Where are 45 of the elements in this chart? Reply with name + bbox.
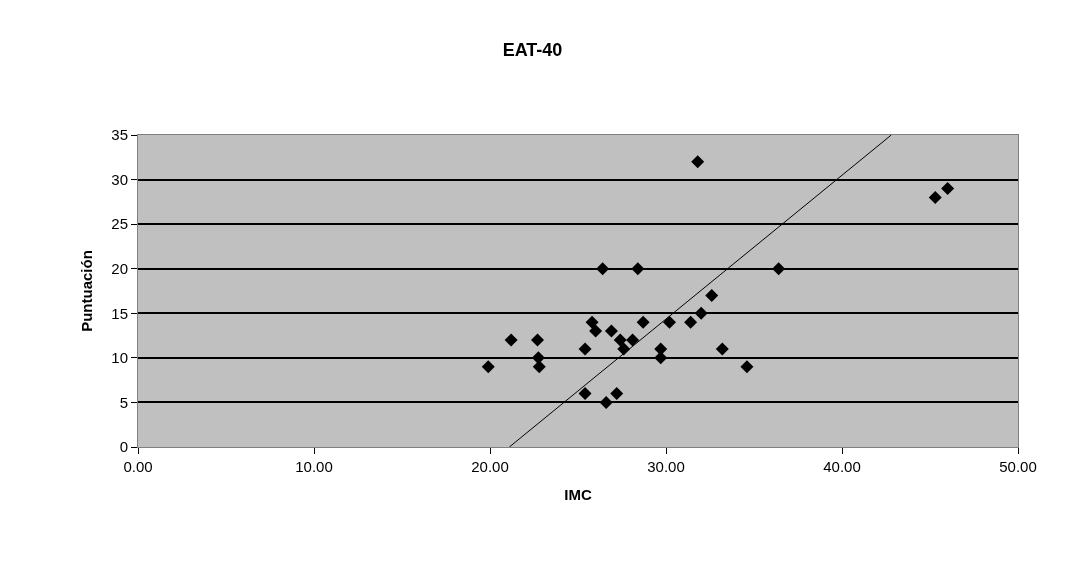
y-tick-label: 25 [111, 215, 128, 233]
point [531, 351, 545, 365]
point [504, 333, 518, 347]
point [599, 395, 613, 409]
point [631, 262, 645, 276]
point [585, 315, 599, 329]
y-tick-label: 0 [119, 438, 128, 456]
point [589, 324, 603, 338]
point [928, 190, 942, 204]
y-tick-label: 10 [111, 349, 128, 367]
x-tick-label: 10.00 [295, 458, 333, 475]
point [705, 288, 719, 302]
point [531, 333, 545, 347]
x-tick-label: 0.00 [123, 458, 153, 475]
point [684, 315, 698, 329]
x-tick-label: 50.00 [999, 458, 1037, 475]
chart-title: EAT-40 [502, 39, 563, 60]
point [604, 324, 618, 338]
point [578, 342, 592, 356]
x-tick-label: 30.00 [647, 458, 685, 475]
point [596, 262, 610, 276]
point [610, 387, 624, 401]
y-tick-label: 30 [111, 170, 128, 188]
point [941, 181, 955, 195]
point [694, 306, 708, 320]
point [715, 342, 729, 356]
y-axis-title: Puntuación [77, 250, 95, 332]
point [663, 315, 677, 329]
y-tick-label: 20 [111, 259, 128, 277]
x-tick-label: 40.00 [823, 458, 861, 475]
x-axis-title: IMC [564, 486, 592, 503]
y-tick-label: 15 [111, 304, 128, 322]
point [691, 155, 705, 169]
point [532, 360, 546, 374]
point [626, 333, 640, 347]
point [613, 333, 627, 347]
point [772, 262, 786, 276]
x-tick-label: 20.00 [471, 458, 509, 475]
point [654, 351, 668, 365]
point [636, 315, 650, 329]
point [481, 360, 495, 374]
point [740, 360, 754, 374]
y-tick-label: 5 [119, 393, 128, 411]
point [578, 387, 592, 401]
y-tick-label: 35 [111, 126, 128, 144]
